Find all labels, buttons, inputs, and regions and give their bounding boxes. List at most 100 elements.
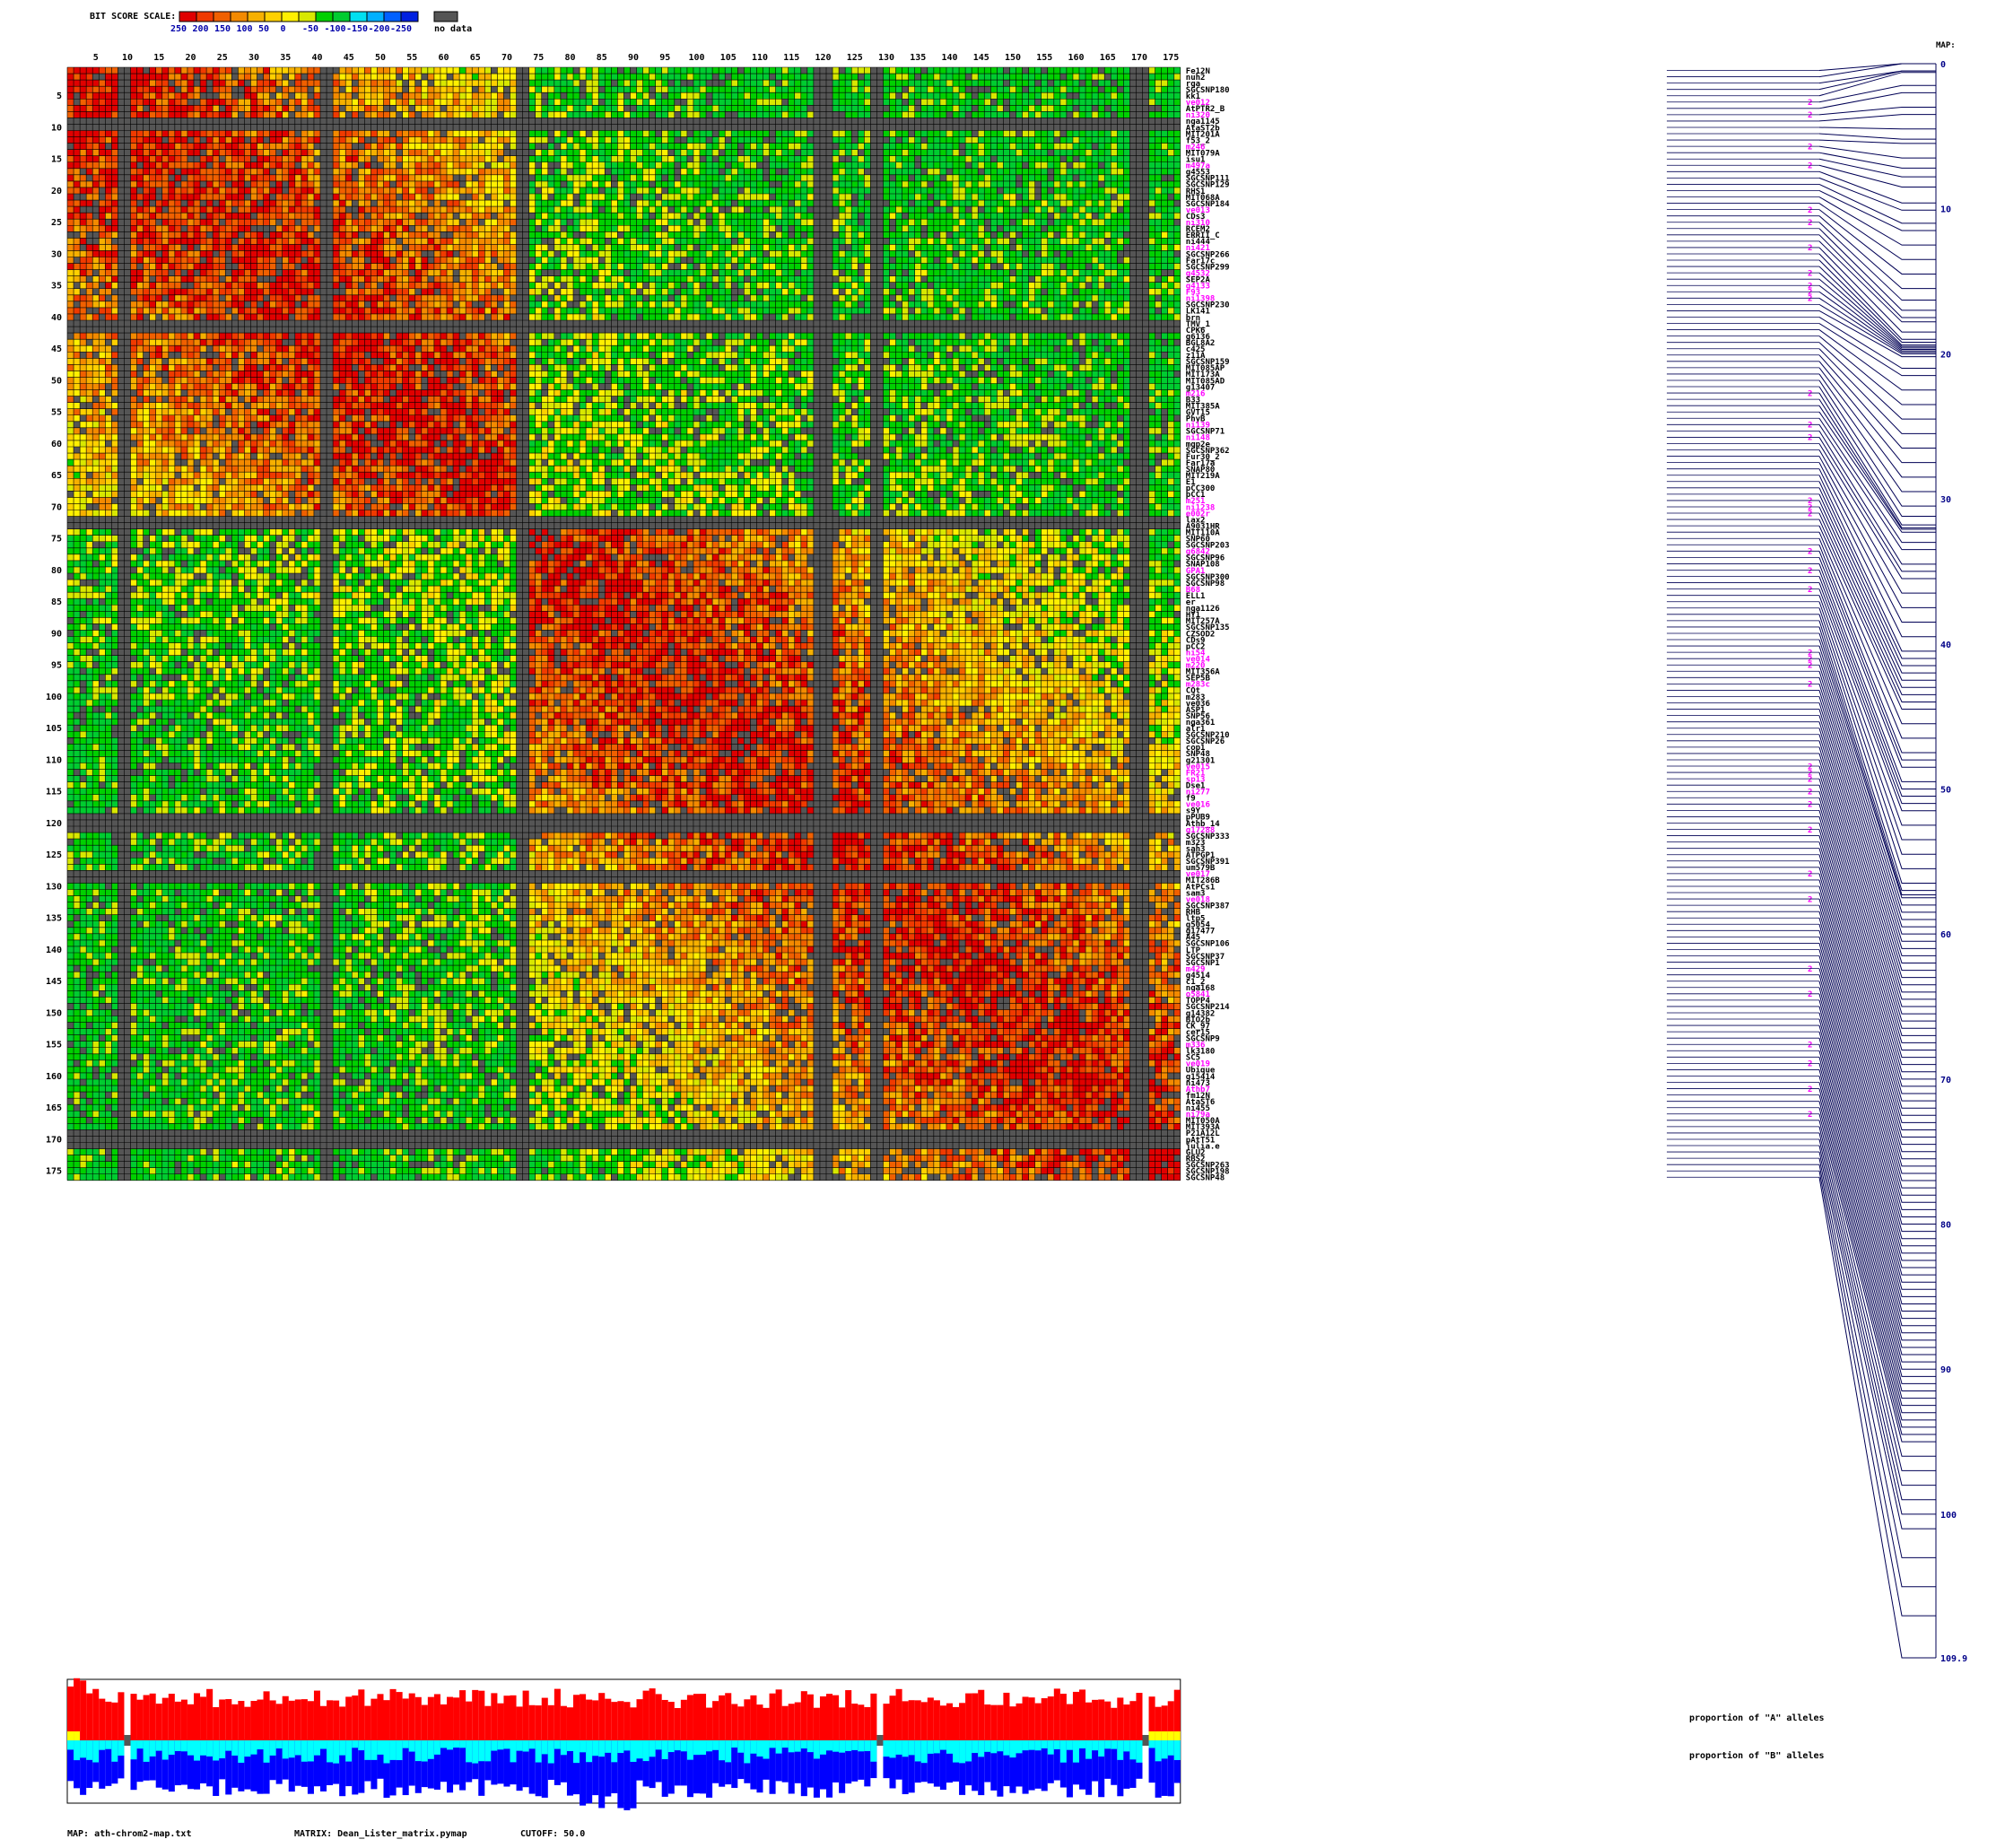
heatmap-cell [953, 225, 960, 232]
heatmap-cell [86, 244, 93, 251]
heatmap-cell [1028, 149, 1035, 156]
heatmap-cell [389, 219, 397, 226]
heatmap-cell [864, 288, 871, 295]
heatmap-cell [396, 99, 403, 106]
heatmap-cell [712, 161, 719, 169]
heatmap-cell [136, 225, 144, 232]
heatmap-cell [339, 231, 346, 239]
heatmap-cell [466, 275, 473, 283]
heatmap-cell [845, 111, 852, 118]
heatmap-cell [206, 263, 214, 270]
heatmap-cell [845, 206, 852, 214]
heatmap-cell [250, 200, 257, 207]
heatmap-cell [933, 80, 940, 87]
heatmap-cell [377, 74, 384, 81]
heatmap-cell [364, 143, 371, 150]
heatmap-cell [744, 288, 751, 295]
heatmap-cell [978, 174, 985, 181]
heatmap-cell [858, 244, 865, 251]
heatmap-cell [1003, 200, 1010, 207]
heatmap-cell [794, 80, 801, 87]
heatmap-cell [737, 180, 745, 187]
heatmap-cell [345, 143, 353, 150]
row-tick-label: 75 [51, 535, 62, 545]
heatmap-cell [1104, 168, 1111, 175]
heatmap-cell [288, 86, 295, 93]
heatmap-cell [168, 161, 175, 169]
heatmap-cell [433, 275, 440, 283]
heatmap-cell [288, 238, 295, 245]
heatmap-cell [573, 99, 580, 106]
heatmap-cell [528, 263, 536, 270]
heatmap-cell [364, 168, 371, 175]
heatmap-cell [851, 74, 859, 81]
heatmap-cell [851, 244, 859, 251]
heatmap-cell [206, 200, 214, 207]
heatmap-cell [674, 74, 681, 81]
heatmap-cell [1009, 136, 1016, 144]
heatmap-cell [775, 74, 782, 81]
heatmap-cell [174, 105, 181, 112]
heatmap-cell [617, 257, 624, 264]
heatmap-cell [383, 80, 390, 87]
heatmap-cell [623, 168, 631, 175]
heatmap-cell [649, 288, 656, 295]
heatmap-cell [655, 250, 662, 257]
row-tick-label: 50 [51, 376, 62, 386]
heatmap-cell [250, 174, 257, 181]
heatmap-cell [1028, 143, 1035, 150]
heatmap-cell [674, 213, 681, 220]
heatmap-cell [130, 161, 137, 169]
heatmap-cell [605, 111, 612, 118]
column-tick-label: 55 [406, 53, 417, 63]
heatmap-cell [1098, 213, 1105, 220]
heatmap-cell [1155, 174, 1162, 181]
heatmap-cell [592, 238, 599, 245]
heatmap-cell [275, 282, 283, 289]
heatmap-cell [1028, 67, 1035, 74]
heatmap-cell [149, 206, 156, 214]
heatmap-cell [908, 136, 915, 144]
heatmap-cell [630, 231, 637, 239]
heatmap-cell [288, 155, 295, 162]
heatmap-cell [674, 250, 681, 257]
heatmap-cell [250, 288, 257, 295]
heatmap-cell [806, 180, 814, 187]
heatmap-cell [1072, 149, 1079, 156]
heatmap-cell [547, 174, 554, 181]
heatmap-cell [269, 187, 276, 194]
heatmap-cell [345, 105, 353, 112]
heatmap-cell [586, 174, 593, 181]
heatmap-cell [756, 206, 763, 214]
heatmap-cell [680, 269, 687, 276]
heatmap-cell [1173, 244, 1181, 251]
heatmap-cell [1155, 67, 1162, 74]
heatmap-cell [358, 130, 365, 137]
heatmap-cell [149, 92, 156, 100]
heatmap-cell [763, 111, 770, 118]
heatmap-cell [155, 180, 162, 187]
heatmap-cell [858, 111, 865, 118]
heatmap-cell [206, 238, 214, 245]
heatmap-cell [396, 250, 403, 257]
heatmap-cell [200, 143, 207, 150]
heatmap-cell [478, 180, 485, 187]
heatmap-cell [1041, 257, 1048, 264]
heatmap-cell [889, 130, 896, 137]
heatmap-cell [130, 238, 137, 245]
heatmap-cell [1167, 213, 1174, 220]
heatmap-cell [345, 187, 353, 194]
heatmap-cell [1047, 161, 1054, 169]
heatmap-cell [80, 130, 87, 137]
heatmap-cell [99, 263, 106, 270]
heatmap-cell [895, 275, 902, 283]
heatmap-cell [155, 200, 162, 207]
heatmap-cell [781, 244, 789, 251]
heatmap-cell [1066, 168, 1073, 175]
heatmap-cell [573, 219, 580, 226]
heatmap-cell [933, 250, 940, 257]
heatmap-cell [1148, 161, 1155, 169]
heatmap-cell [282, 288, 289, 295]
heatmap-cell [1092, 200, 1099, 207]
heatmap-cell [1167, 263, 1174, 270]
